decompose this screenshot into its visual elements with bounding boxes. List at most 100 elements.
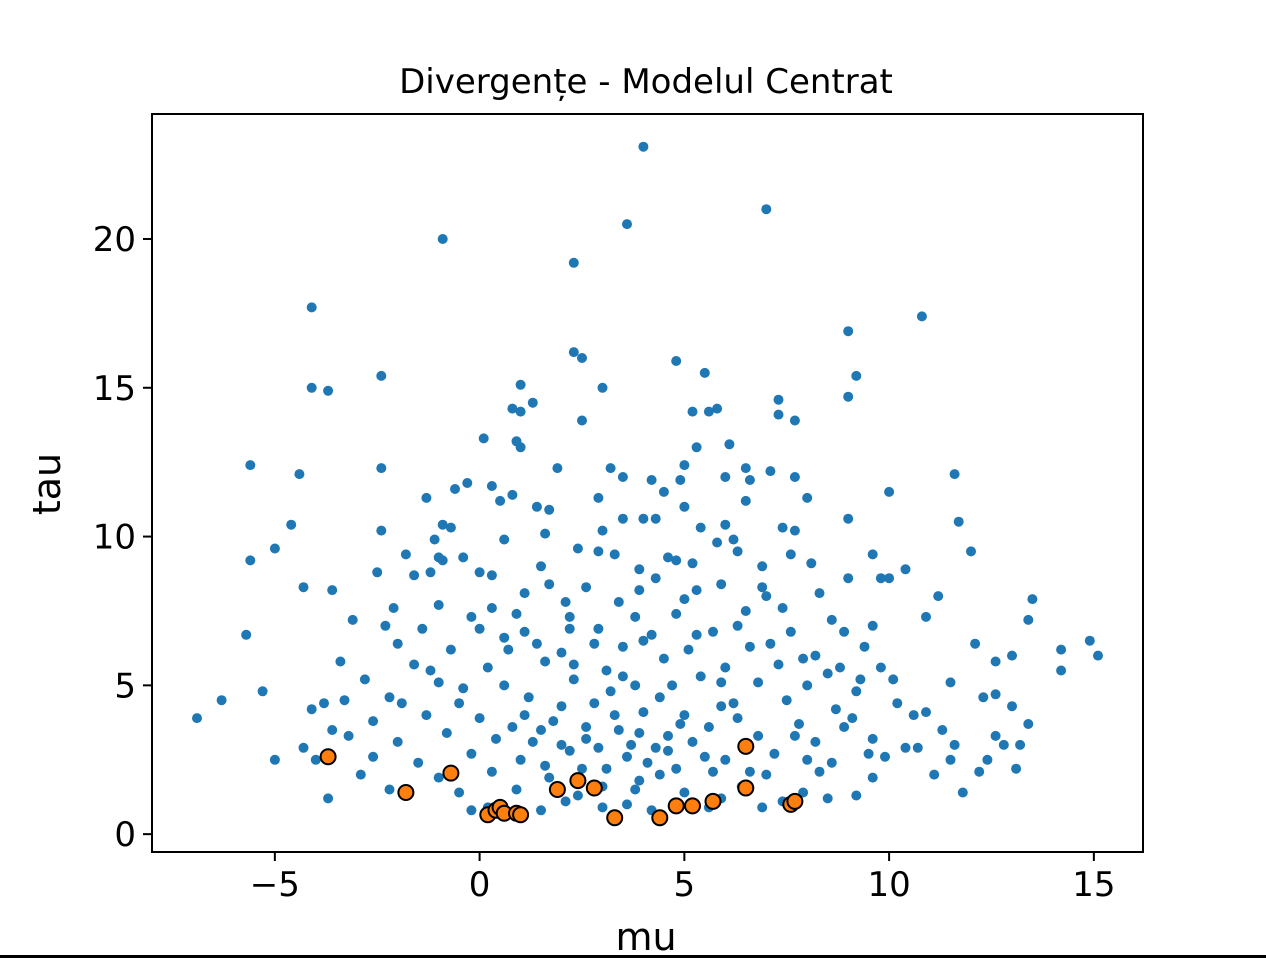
sample-point — [966, 546, 976, 557]
sample-point — [753, 730, 764, 741]
sample-point — [708, 626, 718, 637]
y-tick-label: 0 — [114, 815, 136, 855]
sample-point — [679, 594, 690, 605]
divergence-point — [704, 792, 722, 810]
page-bottom-rule — [0, 955, 1266, 958]
sample-point — [450, 484, 460, 494]
sample-point — [269, 543, 280, 554]
sample-point — [867, 549, 878, 560]
sample-point — [777, 522, 788, 533]
sample-point — [609, 549, 620, 560]
sample-point — [630, 680, 641, 691]
sample-point — [507, 722, 518, 732]
divergence-point — [786, 792, 804, 810]
sample-point — [1056, 644, 1067, 655]
divergence-point — [651, 809, 669, 827]
sample-point — [564, 745, 575, 756]
sample-point — [875, 662, 886, 673]
sample-point — [843, 326, 854, 337]
sample-point — [1011, 763, 1022, 774]
sample-point — [306, 302, 317, 313]
sample-point — [699, 751, 710, 762]
sample-point — [761, 204, 772, 215]
sample-point — [671, 763, 682, 774]
sample-point — [663, 730, 673, 741]
sample-point — [720, 754, 731, 765]
sample-point — [368, 751, 379, 762]
sample-point — [835, 662, 845, 673]
sample-point — [695, 671, 706, 682]
sample-point — [388, 603, 399, 613]
sample-point — [581, 582, 592, 593]
sample-point — [720, 519, 731, 530]
sample-point — [499, 680, 510, 691]
sample-point — [814, 588, 825, 599]
sample-point — [654, 769, 665, 780]
sample-point — [892, 698, 903, 709]
sample-point — [458, 683, 469, 694]
sample-point — [970, 638, 981, 649]
sample-point — [875, 573, 886, 584]
sample-point — [679, 460, 690, 471]
sample-point — [540, 760, 551, 771]
sample-point — [695, 522, 706, 533]
sample-point — [785, 549, 796, 560]
sample-point — [765, 466, 776, 477]
sample-point — [757, 802, 768, 813]
sample-point — [916, 311, 927, 322]
sample-point — [445, 522, 456, 533]
sample-point — [773, 409, 784, 420]
sample-point — [634, 728, 645, 738]
sample-point — [306, 704, 317, 715]
sample-point — [536, 561, 546, 572]
sample-point — [409, 570, 420, 581]
divergence-point — [585, 779, 603, 797]
sample-point — [425, 665, 436, 676]
sample-point — [544, 579, 555, 590]
sample-point — [433, 677, 444, 688]
sample-point — [687, 736, 698, 747]
sample-point — [1056, 665, 1067, 676]
sample-point — [544, 772, 555, 783]
sample-point — [843, 513, 854, 524]
sample-point — [376, 370, 387, 381]
divergence-point — [737, 737, 755, 755]
sample-point — [691, 629, 702, 640]
sample-point — [683, 644, 694, 655]
sample-point — [568, 347, 579, 358]
sample-point — [630, 611, 641, 622]
sample-point — [482, 662, 493, 673]
sample-point — [802, 492, 813, 503]
sample-point — [990, 730, 1001, 741]
sample-point — [630, 784, 641, 795]
sample-point — [753, 677, 764, 688]
sample-point — [810, 736, 821, 747]
sample-point — [650, 742, 661, 753]
sample-point — [1093, 650, 1103, 661]
sample-point — [540, 656, 551, 667]
sample-point — [945, 754, 956, 765]
sample-point — [822, 793, 833, 804]
sample-point — [732, 546, 743, 557]
sample-point — [998, 739, 1009, 750]
plot-frame — [151, 113, 1144, 853]
sample-point — [458, 552, 469, 563]
sample-point — [978, 692, 989, 703]
sample-point — [597, 525, 608, 536]
sample-point — [568, 659, 579, 670]
sample-point — [699, 367, 710, 378]
sample-point — [507, 403, 518, 414]
sample-point — [789, 415, 800, 426]
sample-point — [720, 662, 731, 673]
sample-point — [531, 501, 542, 512]
sample-point — [593, 492, 604, 503]
sample-point — [789, 525, 800, 536]
chart-title: Divergențe - Modelul Centrat — [399, 62, 893, 102]
sample-point — [789, 472, 800, 482]
sample-point — [515, 754, 526, 765]
sample-point — [921, 707, 931, 718]
sample-point — [1023, 719, 1034, 729]
sample-point — [622, 799, 632, 810]
sample-point — [740, 495, 751, 506]
sample-point — [441, 728, 452, 738]
